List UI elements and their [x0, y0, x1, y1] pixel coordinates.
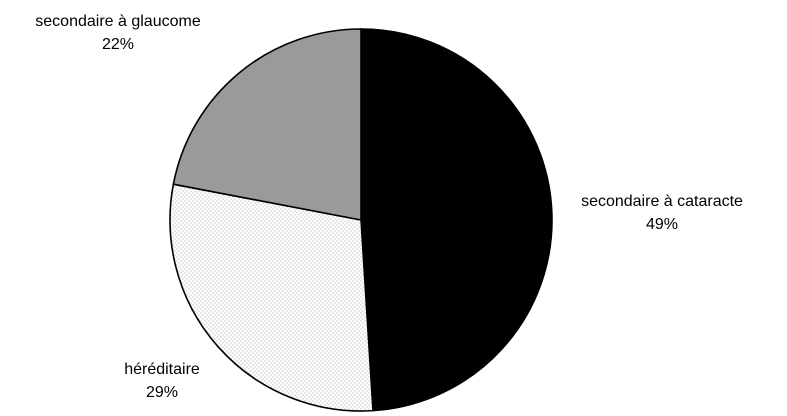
slice-percent-label: 29%	[146, 384, 178, 401]
pie-slice-2	[169, 183, 374, 412]
pie-labels: secondaire à cataracte 49% héréditaire 29% s…	[35, 13, 743, 401]
slice-percent-label: 49%	[646, 216, 678, 233]
pie-slice-1	[360, 28, 553, 412]
slice-percent-label: 22%	[102, 36, 134, 53]
pie-slice-3	[172, 28, 362, 221]
slice-label: héréditaire	[124, 361, 200, 378]
slice-label: secondaire à cataracte	[581, 193, 743, 210]
slice-label: secondaire à glaucome	[35, 13, 201, 30]
pie-slices	[169, 28, 553, 412]
